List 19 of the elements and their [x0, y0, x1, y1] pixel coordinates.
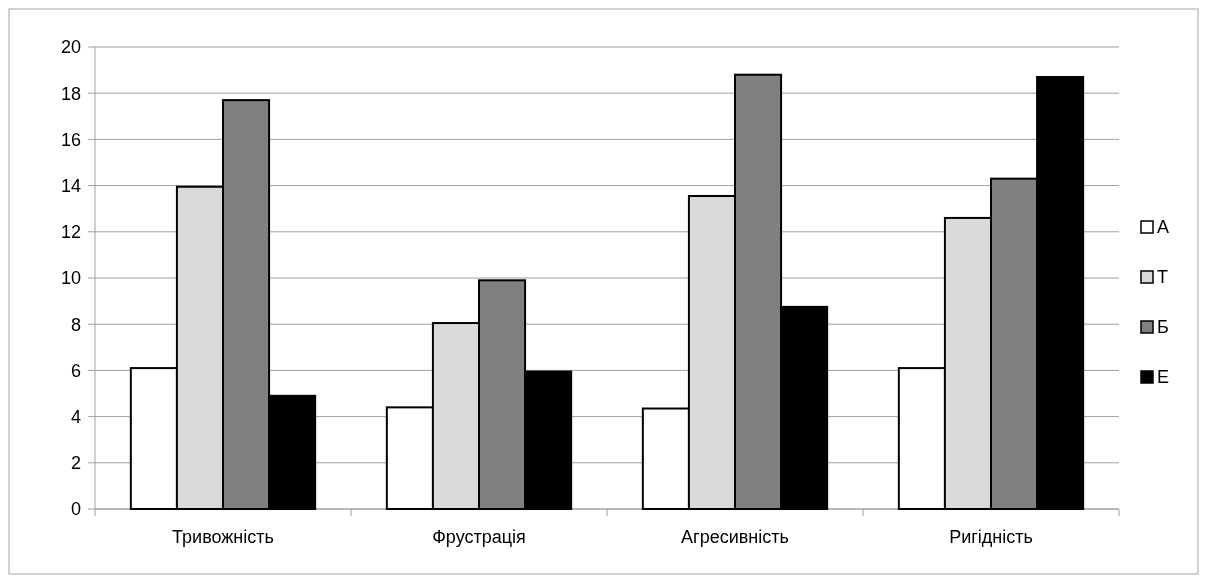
y-tick-label: 8: [70, 314, 81, 335]
y-tick-label: 10: [60, 268, 81, 289]
y-tick-label: 18: [60, 83, 81, 104]
y-tick-label: 0: [70, 499, 81, 520]
y-tick-label: 2: [70, 453, 81, 474]
y-tick-label: 20: [60, 37, 81, 58]
y-tick-label: 4: [70, 406, 81, 427]
y-tick-label: 14: [60, 175, 81, 196]
y-tick-label: 12: [60, 222, 81, 243]
legend-label: Т: [1157, 267, 1168, 288]
legend-label: Б: [1157, 317, 1169, 338]
x-tick-label: Агресивність: [681, 527, 789, 547]
x-tick-label: Фрустрація: [432, 527, 526, 547]
x-tick-label: Ригідність: [949, 527, 1033, 547]
x-tick-label: Тривожність: [172, 527, 274, 547]
y-tick-label: 6: [70, 360, 81, 381]
legend-label: А: [1157, 217, 1170, 238]
y-tick-label: 16: [60, 129, 81, 150]
legend-label: Е: [1157, 367, 1170, 388]
